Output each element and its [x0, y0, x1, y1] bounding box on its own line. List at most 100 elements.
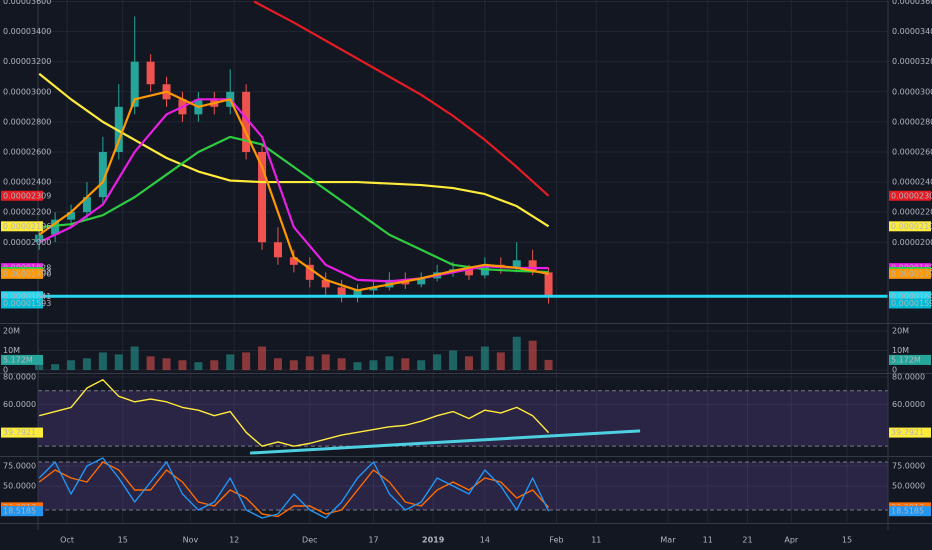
indicator-line: [38, 457, 550, 519]
price-badge-right: [889, 268, 931, 279]
y-tick-label-right: 75.0000: [892, 462, 925, 471]
volume-bar: [305, 356, 314, 371]
volume-bar: [401, 358, 410, 371]
y-tick-label-right: 0: [892, 366, 897, 375]
price-badge-right: [889, 298, 931, 309]
price-badge-left: [1, 221, 43, 232]
candle-body: [464, 269, 473, 276]
price-badge-left: [1, 291, 43, 302]
volume-bar: [528, 340, 537, 371]
price-badge-right: [889, 354, 931, 365]
volume-bar: [496, 352, 505, 371]
x-tick-label: 2019: [422, 536, 445, 545]
y-tick-label-left: 0: [3, 366, 8, 375]
plot: [35, 0, 888, 519]
volume-bar: [289, 360, 298, 371]
price-badge-right: [889, 291, 931, 302]
moving-average: [38, 90, 549, 292]
volume-bar: [385, 356, 394, 371]
y-tick-label-left: 60.0000: [3, 400, 36, 409]
volume-bar: [512, 336, 521, 371]
y-tick-label-right: 0.00003600: [892, 0, 932, 6]
y-tick-label-left: 0.00003000: [3, 87, 51, 96]
y-tick-label-right: 0.00002200: [892, 208, 932, 217]
volume-bar: [210, 360, 219, 371]
x-tick-label: Nov: [183, 536, 199, 545]
price-badge-label-left: 18.5185: [3, 507, 36, 516]
price-badge-right: [889, 506, 931, 517]
volume-bar: [353, 362, 362, 371]
price-badge-left: [1, 506, 43, 517]
band-fill: [38, 390, 888, 447]
x-tick-label: Mar: [660, 536, 676, 545]
volume-bar: [464, 356, 473, 371]
price-badge-label-right: 5.172M: [891, 355, 921, 364]
price-badge-label-right: 0.00002106: [891, 222, 932, 231]
price-badge-label-right: 39.7921: [891, 428, 924, 437]
price-badge-label-left: 0.00001593: [3, 299, 51, 308]
volume-bar: [417, 360, 426, 371]
y-tick-label-right: 0.00002000: [892, 238, 932, 247]
x-tick-label: 15: [842, 536, 852, 545]
price-badge-label-right: 0.00001641: [891, 292, 932, 301]
y-tick-label-right: 80.0000: [892, 372, 925, 381]
price-badge-label-right: 0.00001790: [891, 269, 932, 278]
x-tick-label: Dec: [302, 536, 317, 545]
volume-bar: [194, 362, 203, 371]
y-tick-label-right: 0.00003400: [892, 27, 932, 36]
volume-bar: [273, 358, 282, 371]
indicator-line: [39, 379, 550, 447]
price-badge-right: [889, 221, 931, 232]
moving-average: [39, 135, 549, 274]
y-tick-label-left: 0.00002000: [3, 238, 51, 247]
candle-body: [528, 260, 537, 273]
y-tick-label-left: 75.0000: [3, 462, 36, 471]
volume-bar: [337, 358, 346, 371]
volume-bar: [242, 352, 251, 371]
x-tick-label: 21: [742, 536, 752, 545]
volume-bar: [146, 356, 155, 371]
volume-bar: [35, 362, 44, 371]
y-tick-label-left: 0.00003400: [3, 27, 51, 36]
y-tick-label-right: 0.00002600: [892, 147, 932, 156]
candle-body: [82, 197, 91, 213]
x-tick-label: 11: [591, 536, 601, 545]
trendline: [250, 429, 641, 455]
candle-body: [35, 234, 44, 243]
x-tick-label: Feb: [549, 536, 563, 545]
candle-body: [67, 212, 76, 220]
moving-average: [253, 0, 550, 197]
volume-bar: [449, 350, 458, 371]
x-tick-label: Apr: [784, 536, 799, 545]
price-badge-left: [1, 298, 43, 309]
candle-body: [114, 106, 123, 152]
price-badge-label-left: 0.00002309: [3, 191, 51, 200]
candle-body: [369, 287, 378, 291]
y-tick-label-right: 0.00003000: [892, 87, 932, 96]
volume-bar: [67, 360, 76, 371]
candle-body: [417, 278, 426, 285]
volume-bar: [82, 358, 91, 371]
y-tick-label-left: 0.00002200: [3, 208, 51, 217]
y-tick-label-left: 20M: [3, 326, 20, 335]
y-tick-label-left: 0.00003200: [3, 57, 51, 66]
y-tick-label-left: 10M: [3, 346, 20, 355]
price-badge-label-left: 0.00002106: [3, 222, 51, 231]
y-tick-label-left: 0.00003600: [3, 0, 51, 6]
price-badge-right: [889, 190, 931, 201]
volume-bar: [51, 364, 60, 371]
x-tick-label: 12: [229, 536, 239, 545]
candle-body: [146, 61, 155, 85]
price-badge-left: [1, 190, 43, 201]
volume-bar: [369, 360, 378, 371]
volume-bar: [162, 358, 171, 371]
band-fill: [38, 462, 888, 510]
candle-body: [337, 287, 346, 295]
price-badge-label-right: 18.5185: [891, 507, 924, 516]
price-badge-label-left: 0.00001641: [3, 292, 51, 301]
y-tick-label-left: 50.0000: [3, 482, 36, 491]
volume-bar: [178, 360, 187, 371]
volume-bar: [321, 354, 330, 371]
price-badge-left: [1, 268, 43, 279]
y-tick-label-right: 60.0000: [892, 400, 925, 409]
